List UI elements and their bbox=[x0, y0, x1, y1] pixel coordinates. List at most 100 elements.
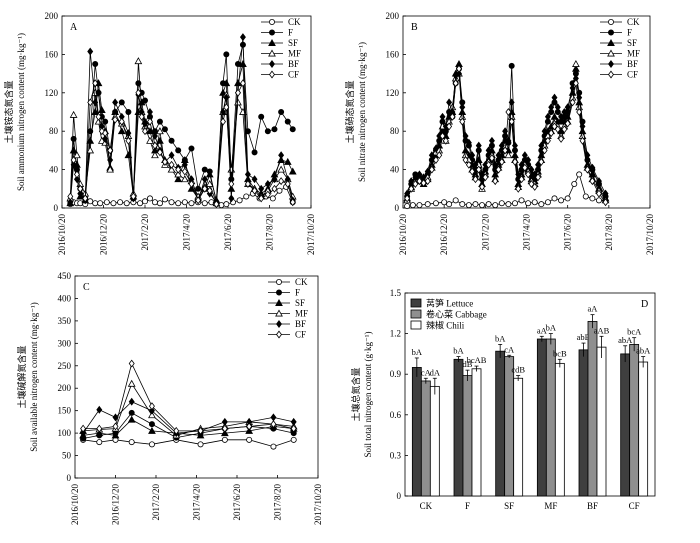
significance-label: bA bbox=[412, 347, 423, 357]
data-point bbox=[95, 429, 104, 437]
data-point bbox=[276, 187, 283, 194]
data-point bbox=[582, 193, 589, 200]
legend-marker bbox=[268, 38, 276, 46]
data-point bbox=[102, 129, 109, 138]
data-point bbox=[127, 379, 136, 387]
data-point bbox=[572, 79, 579, 88]
bar bbox=[587, 321, 598, 497]
data-point bbox=[168, 160, 175, 169]
data-point bbox=[80, 429, 87, 438]
data-point bbox=[409, 202, 416, 209]
significance-label: bA bbox=[546, 323, 557, 333]
data-point bbox=[531, 182, 538, 191]
x-tick-label: 2017/8/20 bbox=[265, 214, 275, 251]
data-point bbox=[201, 184, 208, 193]
data-point bbox=[96, 405, 103, 414]
data-point bbox=[404, 203, 411, 210]
data-point bbox=[151, 151, 159, 159]
series-cf bbox=[67, 79, 296, 209]
data-point bbox=[196, 431, 205, 439]
series-line bbox=[83, 362, 294, 432]
legend-label: SF bbox=[627, 38, 637, 48]
series-ck bbox=[80, 436, 297, 450]
data-point bbox=[420, 179, 427, 188]
x-tick-label: 2016/10/20 bbox=[398, 214, 408, 256]
data-point bbox=[416, 177, 423, 186]
significance-label: bA bbox=[453, 346, 464, 356]
data-point bbox=[589, 177, 596, 186]
data-point bbox=[87, 98, 94, 107]
legend-marker bbox=[275, 298, 283, 306]
data-point bbox=[239, 59, 247, 67]
y-tick-label: 80 bbox=[49, 126, 59, 136]
data-point bbox=[278, 109, 285, 116]
data-point bbox=[531, 199, 538, 206]
data-point bbox=[82, 194, 89, 203]
legend-marker bbox=[275, 289, 282, 296]
x-tick-label: CF bbox=[629, 501, 640, 511]
data-point bbox=[107, 146, 114, 155]
y-axis-label-cn: 土壤碱解氮含量 bbox=[16, 345, 27, 408]
y-tick-label: 0.6 bbox=[390, 410, 402, 420]
data-point bbox=[492, 202, 499, 209]
data-point bbox=[459, 117, 466, 126]
legend-marker bbox=[275, 309, 283, 317]
data-point bbox=[264, 180, 271, 188]
data-point bbox=[579, 136, 586, 145]
data-point bbox=[541, 146, 548, 155]
data-point bbox=[462, 132, 469, 140]
significance-label: bcAB bbox=[467, 355, 487, 365]
series-mf bbox=[79, 379, 298, 439]
legend-marker bbox=[268, 49, 276, 57]
x-tick-label: 2016/12/20 bbox=[111, 484, 121, 526]
data-point bbox=[492, 177, 499, 186]
panel-label: A bbox=[70, 22, 78, 33]
data-point bbox=[569, 84, 576, 92]
data-point bbox=[264, 190, 271, 199]
y-tick-label: 160 bbox=[45, 49, 59, 59]
data-point bbox=[128, 397, 135, 406]
data-point bbox=[228, 194, 235, 203]
significance-label: aA bbox=[537, 325, 548, 335]
data-point bbox=[161, 157, 168, 166]
data-point bbox=[518, 197, 525, 204]
data-point bbox=[128, 439, 135, 446]
data-point bbox=[147, 108, 153, 116]
y-tick-label: 0 bbox=[397, 491, 402, 501]
x-tick-label: CK bbox=[420, 501, 433, 511]
data-point bbox=[156, 118, 163, 125]
data-point bbox=[518, 175, 525, 184]
data-point bbox=[576, 108, 583, 116]
data-point bbox=[538, 141, 545, 150]
data-point bbox=[244, 180, 251, 188]
data-point bbox=[112, 413, 119, 422]
legend-marker bbox=[608, 70, 614, 79]
x-tick-label: 2017/8/20 bbox=[273, 484, 283, 521]
y-tick-label: 300 bbox=[58, 338, 72, 348]
y-tick-label: 400 bbox=[58, 293, 72, 303]
data-point bbox=[70, 160, 77, 169]
data-point bbox=[469, 151, 476, 160]
legend-label: 莴笋 Lettuce bbox=[426, 298, 473, 309]
significance-label: abA bbox=[636, 346, 651, 356]
y-tick-label: 0 bbox=[67, 473, 72, 483]
y-axis-label-en: Soil available nitrogen content (mg·kg⁻¹… bbox=[29, 302, 39, 451]
data-point bbox=[125, 129, 132, 138]
legend-label: BF bbox=[295, 319, 306, 329]
data-point bbox=[271, 184, 278, 193]
data-point bbox=[446, 201, 453, 208]
data-point bbox=[168, 137, 175, 144]
data-point bbox=[289, 198, 296, 207]
data-point bbox=[112, 115, 119, 124]
data-point bbox=[201, 200, 208, 207]
data-point bbox=[236, 197, 243, 204]
data-point bbox=[270, 420, 277, 429]
data-point bbox=[439, 112, 446, 121]
legend-marker bbox=[608, 18, 615, 25]
data-point bbox=[479, 202, 486, 209]
data-point bbox=[220, 429, 229, 437]
data-point bbox=[168, 151, 175, 160]
data-point bbox=[550, 112, 559, 120]
data-point bbox=[138, 112, 145, 121]
x-tick-label: BF bbox=[587, 501, 598, 511]
